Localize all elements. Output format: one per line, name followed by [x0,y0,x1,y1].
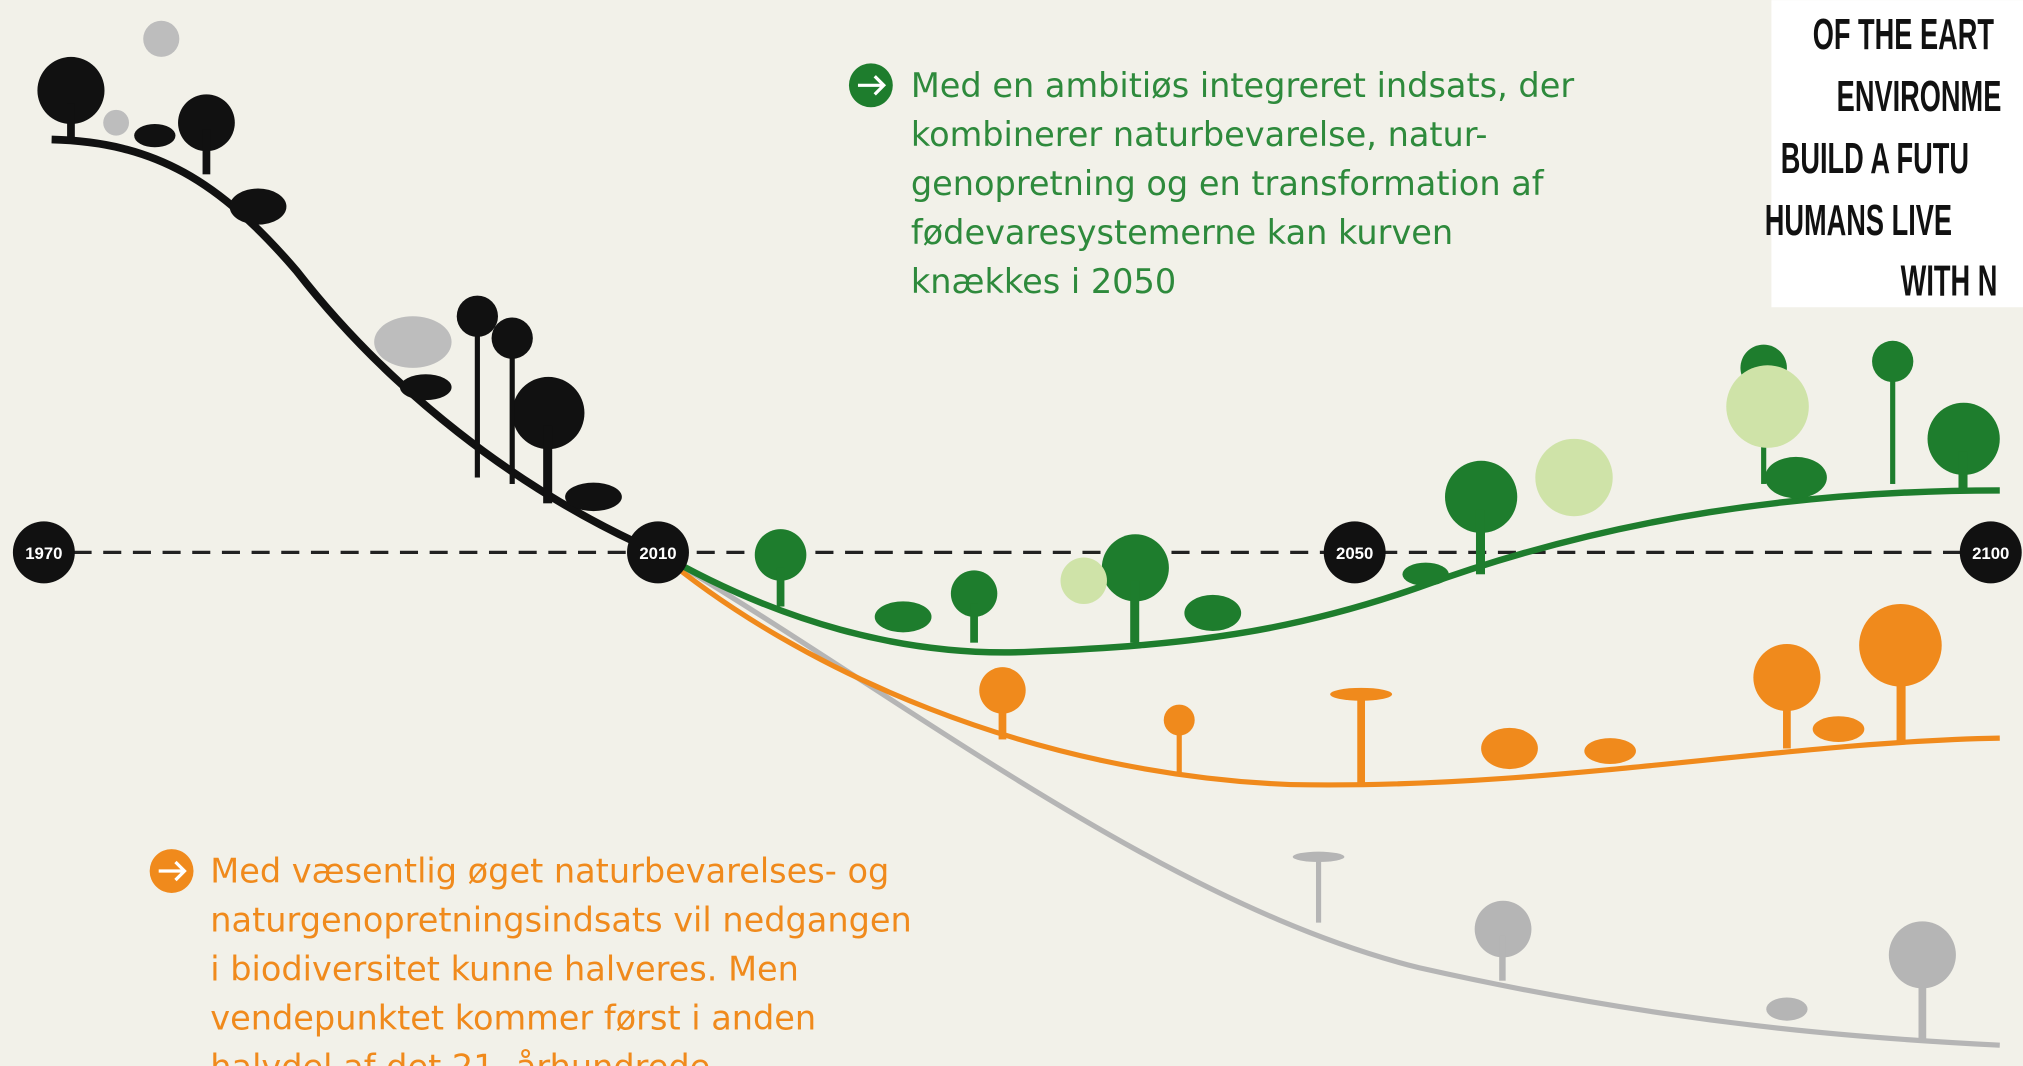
note-line: Med en ambitiøs integreret indsats, der [911,66,1574,105]
note-line: genopretning og en transformation af [911,164,1545,203]
note-line: vendepunktet kommer først i anden [210,999,816,1038]
orange-silhouettes [979,603,1942,785]
green-silhouettes [754,340,2000,643]
arrow-glyph [158,860,187,882]
slogan-line: WITH N [1901,256,1998,305]
year-label: 1970 [25,544,62,563]
slogan-background [1771,0,2023,308]
note-line: halvdel af det 21. århundrede. [210,1048,721,1066]
green-curve [656,487,2000,656]
note-line: knækkes i 2050 [911,262,1176,301]
timeline: 1970 2010 2050 2100 [12,521,2022,584]
arrow-glyph [857,75,887,96]
green-note: Med en ambitiøs integreret indsats, der … [848,63,1574,301]
historic-silhouettes [37,56,622,512]
historic-grey-silhouettes [103,20,452,368]
note-line: Med væsentlig øget naturbevarelses- og [210,852,889,891]
slogan-box: OF THE EART ENVIRONME BUILD A FUTU HUMAN… [1765,0,2023,308]
year-label: 2100 [1972,544,2009,563]
slogan-line: ENVIRONME [1837,71,2002,120]
orange-note: Med væsentlig øget naturbevarelses- og n… [149,849,912,1066]
year-marker [12,521,75,584]
year-marker [1323,521,1386,584]
orange-curve [656,550,2000,788]
green-light-silhouettes [1060,365,1809,604]
slogan-line: BUILD A FUTU [1781,133,1969,182]
note-line: i biodiversitet kunne halveres. Men [210,950,799,989]
slogan-line: OF THE EART [1813,10,1994,59]
note-line: fødevaresystemerne kan kurven [911,213,1453,252]
year-marker [1959,521,2022,584]
note-line: naturgenopretningsindsats vil nedgangen [210,901,911,940]
note-line: kombinerer naturbevarelse, natur- [911,115,1488,154]
grey-silhouettes [1292,851,1956,1039]
year-marker [627,521,689,584]
year-label: 2050 [1336,544,1373,563]
year-label: 2010 [639,544,676,563]
historic-curve [51,135,660,556]
slogan-line: HUMANS LIVE [1765,195,1952,244]
grey-curve [656,550,2000,1048]
